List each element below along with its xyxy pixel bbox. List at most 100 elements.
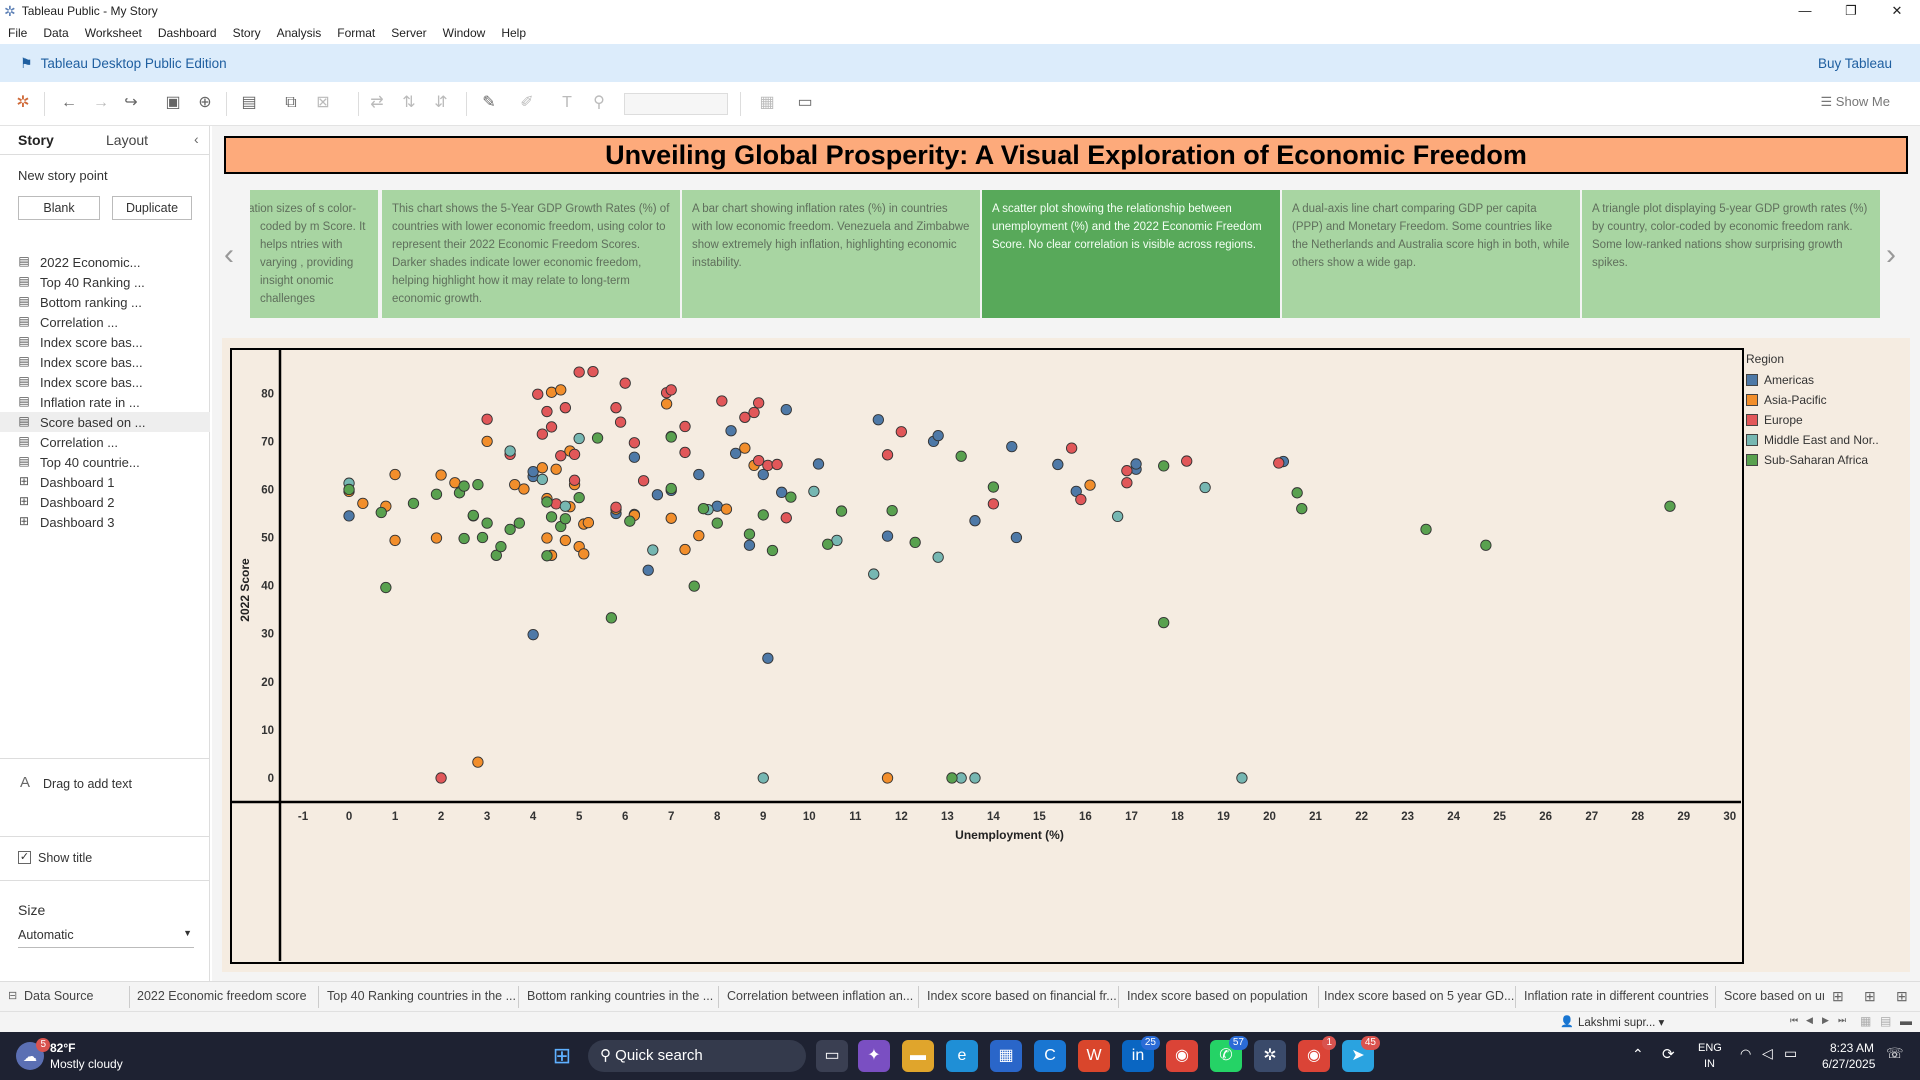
menu-data[interactable]: Data: [43, 26, 69, 40]
data-point[interactable]: [1010, 531, 1023, 544]
maximize-icon[interactable]: ❐: [1845, 3, 1857, 18]
minimize-icon[interactable]: —: [1798, 3, 1812, 18]
data-point[interactable]: [357, 497, 369, 510]
data-point[interactable]: [472, 756, 484, 768]
data-point[interactable]: [665, 431, 677, 443]
presentation-icon[interactable]: ▭: [797, 94, 813, 111]
data-point[interactable]: [628, 451, 641, 463]
story-point-6[interactable]: A triangle plot displaying 5-year GDP gr…: [1582, 190, 1880, 318]
store-icon[interactable]: ▦: [990, 1040, 1022, 1072]
data-point[interactable]: [541, 550, 553, 562]
data-point[interactable]: [375, 506, 387, 519]
drag-text-label[interactable]: Drag to add text: [43, 777, 132, 791]
tab-sheet-9[interactable]: Score based on ur: [1724, 989, 1824, 1003]
sort-asc-icon[interactable]: ⇅: [402, 94, 416, 111]
sidebar-item-2[interactable]: ▤ Top 40 Ranking ...: [0, 272, 210, 292]
data-point[interactable]: [868, 568, 880, 580]
data-point[interactable]: [578, 548, 590, 560]
data-point[interactable]: [932, 429, 944, 442]
sidebar-item-11[interactable]: ▤ Top 40 countrie...: [0, 452, 210, 472]
data-point[interactable]: [651, 489, 664, 501]
data-point[interactable]: [743, 528, 756, 540]
tab-sheet-2[interactable]: Top 40 Ranking countries in the ...: [327, 989, 517, 1003]
data-point[interactable]: [776, 486, 788, 498]
data-point[interactable]: [1112, 510, 1124, 523]
sidebar-item-9[interactable]: ▤ Score based on ...: [0, 412, 210, 432]
data-point[interactable]: [987, 498, 1000, 510]
volume-icon[interactable]: ◁: [1762, 1045, 1773, 1061]
sync-icon[interactable]: ⟳: [1662, 1046, 1675, 1063]
data-point[interactable]: [1158, 460, 1170, 472]
data-point[interactable]: [582, 516, 595, 529]
data-point[interactable]: [660, 398, 673, 410]
data-point[interactable]: [766, 544, 779, 557]
data-point[interactable]: [504, 445, 516, 457]
copilot-icon[interactable]: ✦: [858, 1040, 890, 1072]
data-point[interactable]: [614, 416, 627, 428]
story-point-5[interactable]: A dual-axis line chart comparing GDP per…: [1282, 190, 1580, 318]
data-point[interactable]: [808, 485, 820, 498]
data-point[interactable]: [472, 478, 484, 491]
collapse-icon[interactable]: ‹: [194, 131, 199, 147]
data-point[interactable]: [739, 411, 751, 423]
telegram-icon[interactable]: ➤ 45: [1342, 1036, 1380, 1072]
data-point[interactable]: [628, 437, 641, 449]
sidebar-item-7[interactable]: ▤ Index score bas...: [0, 372, 210, 392]
wifi-icon[interactable]: ◠: [1740, 1046, 1752, 1061]
buy-tableau-link[interactable]: Buy Tableau: [1817, 55, 1892, 71]
data-point[interactable]: [555, 450, 567, 462]
data-point[interactable]: [532, 388, 544, 400]
data-point[interactable]: [720, 503, 733, 515]
list-view-icon[interactable]: ▤: [1880, 1014, 1892, 1028]
menu-story[interactable]: Story: [232, 26, 261, 40]
data-point[interactable]: [568, 474, 581, 486]
sidebar-item-4[interactable]: ▤ Correlation ...: [0, 312, 210, 332]
data-point[interactable]: [729, 447, 742, 460]
data-point[interactable]: [1075, 493, 1087, 506]
data-point[interactable]: [1291, 487, 1303, 499]
data-point[interactable]: [536, 462, 548, 474]
tab-sheet-5[interactable]: Index score based on financial fr...: [927, 989, 1117, 1003]
legend-item[interactable]: Asia-Pacific: [1746, 390, 1906, 410]
data-point[interactable]: [739, 442, 751, 454]
data-point[interactable]: [642, 564, 654, 576]
data-point[interactable]: [1052, 458, 1064, 471]
data-point[interactable]: [541, 532, 553, 544]
menu-file[interactable]: File: [8, 26, 28, 40]
data-point[interactable]: [725, 425, 737, 437]
data-point[interactable]: [688, 580, 700, 592]
size-dropdown[interactable]: Automatic ▼: [18, 928, 194, 948]
next-point-icon[interactable]: ›: [1886, 238, 1896, 271]
swap-icon[interactable]: ⇄: [370, 94, 384, 111]
data-point[interactable]: [610, 501, 622, 513]
labels-icon[interactable]: T: [562, 94, 572, 111]
tab-sheet-3[interactable]: Bottom ranking countries in the ...: [527, 989, 714, 1003]
new-worksheet-tab-icon[interactable]: ⊞: [1832, 988, 1844, 1004]
chrome-profile-icon[interactable]: ◉ 1: [1298, 1036, 1336, 1072]
undo-icon[interactable]: ←: [61, 94, 77, 111]
data-point[interactable]: [762, 652, 774, 664]
data-point[interactable]: [1480, 539, 1492, 551]
menu-help[interactable]: Help: [501, 26, 526, 40]
data-point[interactable]: [780, 403, 792, 416]
data-point[interactable]: [693, 529, 705, 542]
data-point[interactable]: [969, 515, 981, 527]
data-point[interactable]: [757, 468, 769, 481]
data-point[interactable]: [509, 478, 521, 491]
data-point[interactable]: [665, 384, 677, 396]
data-point[interactable]: [587, 365, 599, 378]
data-point[interactable]: [513, 517, 525, 529]
sidebar-item-3[interactable]: ▤ Bottom ranking ...: [0, 292, 210, 312]
data-point[interactable]: [541, 405, 553, 418]
blank-button[interactable]: Blank: [18, 196, 100, 220]
next-sheet-icon[interactable]: ▶: [1822, 1015, 1829, 1025]
sidebar-item-10[interactable]: ▤ Correlation ...: [0, 432, 210, 452]
duplicate-icon[interactable]: ⧉: [285, 94, 297, 111]
legend-item[interactable]: Middle East and Nor..: [1746, 430, 1906, 450]
data-point[interactable]: [757, 509, 769, 521]
tab-sheet-8[interactable]: Inflation rate in different countries: [1524, 989, 1709, 1003]
data-point[interactable]: [969, 772, 981, 784]
menu-worksheet[interactable]: Worksheet: [84, 26, 142, 40]
data-point[interactable]: [536, 473, 548, 485]
data-point[interactable]: [771, 458, 783, 471]
